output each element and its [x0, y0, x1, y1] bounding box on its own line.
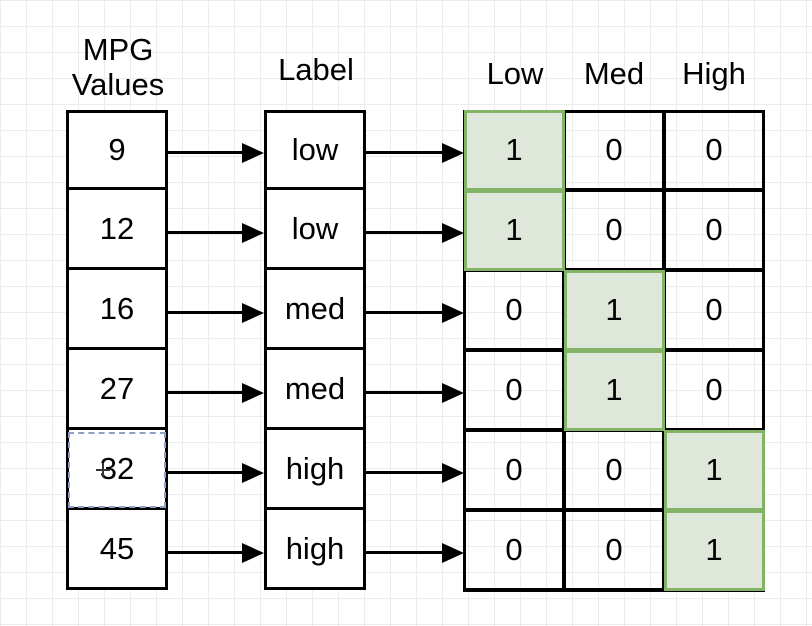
- onehot-high-cell[interactable]: 0: [664, 190, 764, 270]
- label-to-onehot-arrow: [366, 463, 464, 483]
- label-cell[interactable]: low: [264, 187, 366, 270]
- onehot-med-cell[interactable]: 1: [564, 270, 664, 350]
- mpg-value-cell[interactable]: 16: [66, 267, 168, 350]
- mpg-to-label-arrow: [168, 543, 264, 563]
- move-cursor-icon: [96, 463, 110, 477]
- onehot-med-cell[interactable]: 0: [564, 430, 664, 510]
- mpg-header-line2: Values: [71, 67, 165, 102]
- med-header: Med: [583, 56, 645, 91]
- label-to-onehot-arrow: [366, 303, 464, 323]
- mpg-to-label-arrow: [168, 223, 264, 243]
- onehot-high-cell[interactable]: 0: [664, 270, 764, 350]
- mpg-header-line1: MPG: [82, 32, 154, 67]
- label-cell[interactable]: med: [264, 347, 366, 430]
- high-header: High: [682, 56, 746, 91]
- mpg-values-header: MPG Values: [58, 32, 178, 102]
- onehot-low-cell[interactable]: 1: [464, 190, 564, 270]
- label-to-onehot-arrow: [366, 383, 464, 403]
- onehot-high-cell[interactable]: 0: [664, 350, 764, 430]
- onehot-low-cell[interactable]: 0: [464, 510, 564, 590]
- onehot-med-cell[interactable]: 0: [564, 110, 664, 190]
- onehot-low-cell[interactable]: 0: [464, 350, 564, 430]
- label-cell[interactable]: med: [264, 267, 366, 350]
- onehot-med-cell[interactable]: 0: [564, 510, 664, 590]
- mpg-value-cell[interactable]: 12: [66, 187, 168, 270]
- onehot-low-cell[interactable]: 1: [464, 110, 564, 190]
- label-to-onehot-arrow: [366, 543, 464, 563]
- onehot-high-cell[interactable]: 1: [664, 430, 764, 510]
- onehot-med-cell[interactable]: 0: [564, 190, 664, 270]
- label-cell[interactable]: low: [264, 110, 366, 190]
- onehot-low-cell[interactable]: 0: [464, 430, 564, 510]
- label-to-onehot-arrow: [366, 223, 464, 243]
- mpg-to-label-arrow: [168, 143, 264, 163]
- label-to-onehot-arrow: [366, 143, 464, 163]
- onehot-med-cell[interactable]: 1: [564, 350, 664, 430]
- mpg-to-label-arrow: [168, 463, 264, 483]
- low-header: Low: [486, 56, 544, 91]
- onehot-low-cell[interactable]: 0: [464, 270, 564, 350]
- label-cell[interactable]: high: [264, 427, 366, 510]
- mpg-to-label-arrow: [168, 383, 264, 403]
- label-header: Label: [278, 52, 354, 87]
- label-cell[interactable]: high: [264, 507, 366, 590]
- onehot-high-cell[interactable]: 1: [664, 510, 764, 590]
- onehot-high-cell[interactable]: 0: [664, 110, 764, 190]
- mpg-to-label-arrow: [168, 303, 264, 323]
- mpg-value-cell[interactable]: 9: [66, 110, 168, 190]
- mpg-value-cell[interactable]: 27: [66, 347, 168, 430]
- mpg-value-cell[interactable]: 32: [66, 427, 168, 510]
- mpg-value-cell[interactable]: 45: [66, 507, 168, 590]
